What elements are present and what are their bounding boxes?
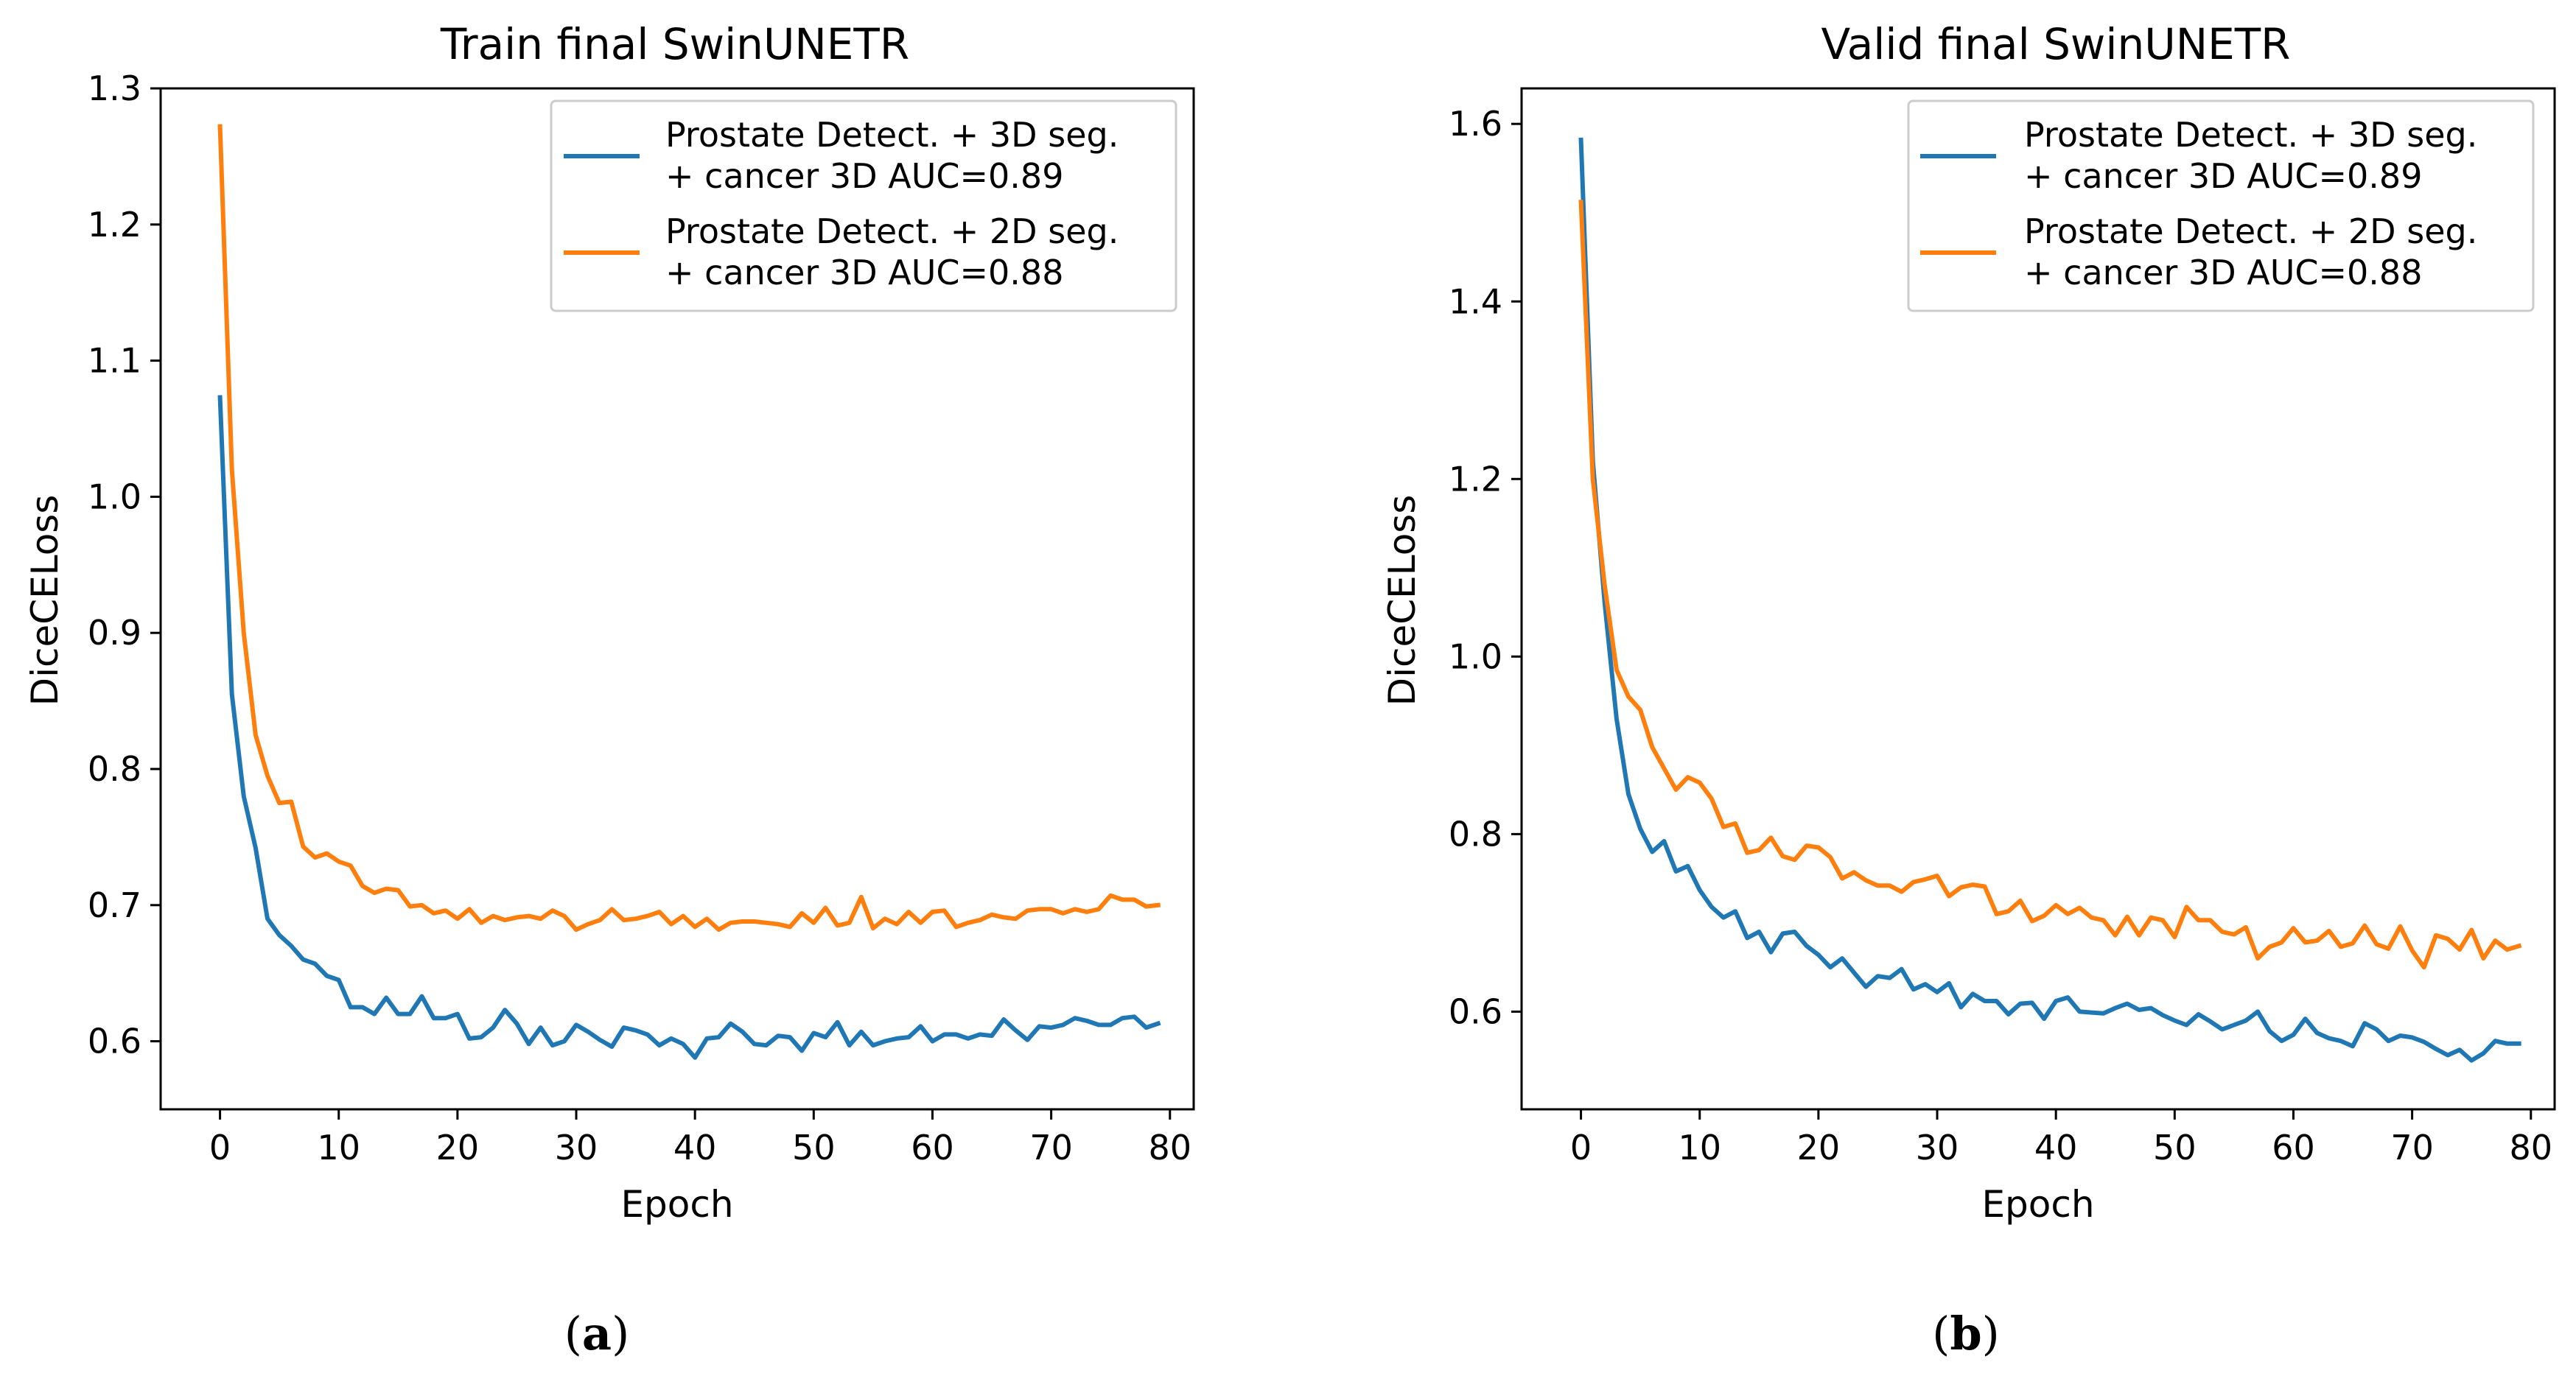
series-line-2d-seg	[1578, 200, 2522, 970]
series-line-3d-seg	[1578, 137, 2521, 1063]
x-tick-label: 50	[792, 1128, 836, 1167]
x-tick-label: 60	[2272, 1128, 2315, 1167]
caption-letter: b	[1950, 1307, 1981, 1360]
x-tick-label: 40	[673, 1128, 717, 1167]
y-tick-label: 0.8	[88, 749, 141, 789]
caption-open: (	[564, 1307, 582, 1360]
x-tick-label: 0	[1570, 1128, 1592, 1167]
x-tick-label: 30	[1916, 1128, 1959, 1167]
x-tick-label: 40	[2034, 1128, 2078, 1167]
y-axis-label: DiceCELoss	[1381, 495, 1424, 706]
x-tick-label: 80	[2509, 1128, 2552, 1167]
y-axis-label: DiceCELoss	[24, 495, 66, 706]
y-tick-label: 1.4	[1449, 281, 1502, 321]
y-tick-label: 0.9	[88, 613, 141, 653]
plot-frame	[1520, 87, 2556, 1111]
x-axis-label: Epoch	[1981, 1183, 2094, 1226]
y-tick-label: 1.0	[88, 477, 141, 516]
y-tick-label: 0.6	[88, 1022, 141, 1061]
y-axis-ticks: 0.6 0.8 1.0 1.2 1.4 1.6	[1449, 104, 1522, 1031]
legend-entry-3d-line2: + cancer 3D AUC=0.89	[665, 156, 1063, 196]
series-lines	[1578, 137, 2522, 1063]
legend-entry-2d-line2: + cancer 3D AUC=0.88	[2024, 253, 2422, 292]
x-axis-label: Epoch	[620, 1183, 733, 1226]
y-tick-label: 0.8	[1449, 814, 1502, 854]
legend-entry-3d-line1: Prostate Detect. + 3D seg.	[665, 115, 1119, 155]
y-tick-label: 1.1	[88, 341, 141, 381]
caption-close: )	[612, 1307, 629, 1360]
legend: Prostate Detect. + 3D seg. + cancer 3D A…	[1907, 99, 2535, 312]
legend-box	[1907, 99, 2535, 312]
x-axis-ticks: 0 10 20 30 40 50 60 70 80	[1570, 1109, 2552, 1167]
y-tick-label: 1.2	[88, 205, 141, 245]
x-tick-label: 70	[1029, 1128, 1073, 1167]
x-tick-label: 0	[209, 1128, 231, 1167]
x-tick-label: 70	[2390, 1128, 2434, 1167]
caption-letter: a	[582, 1307, 612, 1360]
series-line-2d-seg	[217, 124, 1161, 933]
x-tick-label: 10	[317, 1128, 360, 1167]
legend-entry-3d-line1: Prostate Detect. + 3D seg.	[2024, 115, 2477, 155]
legend-entry-2d-line1: Prostate Detect. + 2D seg.	[2024, 211, 2477, 251]
chart-title: Train final SwinUNETR	[440, 19, 909, 69]
caption-open: (	[1932, 1307, 1950, 1360]
y-tick-label: 1.6	[1449, 104, 1502, 144]
plot-frame	[159, 87, 1195, 1111]
y-axis-ticks: 0.6 0.7 0.8 0.9 1.0 1.1 1.2 1.3	[88, 69, 161, 1061]
x-axis-ticks: 0 10 20 30 40 50 60 70 80	[209, 1109, 1191, 1167]
x-tick-label: 80	[1148, 1128, 1191, 1167]
x-tick-label: 60	[911, 1128, 954, 1167]
legend-entry-2d-line1: Prostate Detect. + 2D seg.	[665, 211, 1119, 251]
y-tick-label: 0.6	[1449, 991, 1502, 1031]
panel-valid-chart: Valid final SwinUNETR 0 10 20 30 40 50 60 70 80 …	[1381, 19, 2556, 1360]
x-tick-label: 10	[1678, 1128, 1721, 1167]
y-tick-label: 1.2	[1449, 459, 1502, 499]
panel-caption: (b)	[1932, 1307, 2000, 1360]
legend: Prostate Detect. + 3D seg. + cancer 3D A…	[550, 99, 1177, 312]
x-tick-label: 50	[2153, 1128, 2197, 1167]
chart-title: Valid final SwinUNETR	[1821, 19, 2291, 69]
series-lines	[217, 124, 1161, 1060]
x-tick-label: 20	[1797, 1128, 1841, 1167]
x-tick-label: 20	[436, 1128, 480, 1167]
y-tick-label: 0.7	[88, 885, 141, 925]
y-tick-label: 1.3	[88, 69, 141, 108]
series-line-3d-seg	[217, 395, 1161, 1060]
panel-train-chart: Train final SwinUNETR 0 10 20 30 40 50 60 70 80 …	[24, 19, 1195, 1360]
panel-caption: (a)	[564, 1307, 630, 1360]
legend-entry-3d-line2: + cancer 3D AUC=0.89	[2024, 156, 2422, 196]
y-tick-label: 1.0	[1449, 636, 1502, 676]
legend-box	[550, 99, 1177, 312]
x-tick-label: 30	[555, 1128, 598, 1167]
caption-close: )	[1982, 1307, 2000, 1360]
legend-entry-2d-line2: + cancer 3D AUC=0.88	[665, 253, 1063, 292]
